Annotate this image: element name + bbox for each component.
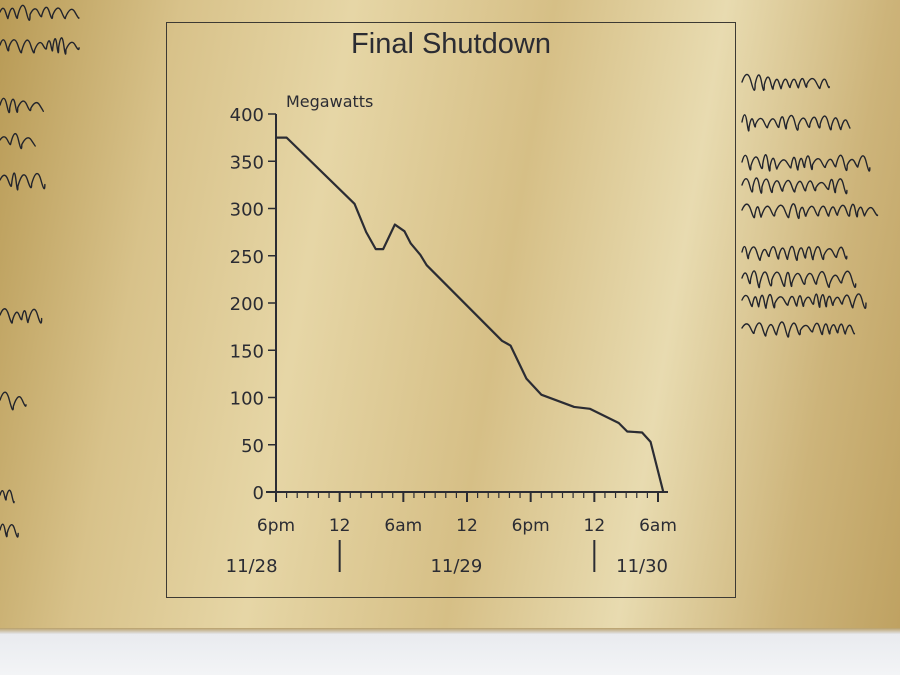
x-tick-label: 12 bbox=[584, 516, 606, 536]
signature bbox=[741, 293, 867, 309]
signatures-right bbox=[741, 73, 879, 338]
data-point bbox=[509, 344, 512, 347]
data-point bbox=[649, 441, 652, 443]
signature bbox=[0, 172, 46, 191]
signature bbox=[741, 73, 830, 91]
data-point bbox=[626, 430, 629, 433]
background-surface bbox=[0, 634, 900, 675]
signature bbox=[741, 270, 857, 289]
signatures-left bbox=[0, 4, 80, 538]
x-tick-label: 6pm bbox=[257, 516, 295, 536]
x-tick-label: 12 bbox=[456, 516, 478, 536]
signature bbox=[741, 245, 848, 261]
y-tick-label: 400 bbox=[230, 105, 264, 126]
y-tick-label: 0 bbox=[253, 483, 264, 504]
chart-panel bbox=[166, 22, 736, 598]
signature bbox=[0, 37, 80, 55]
y-tick-label: 250 bbox=[230, 247, 264, 268]
data-point bbox=[275, 136, 277, 139]
plaque-edge bbox=[0, 628, 900, 634]
signature bbox=[741, 321, 856, 338]
signature bbox=[741, 177, 848, 195]
signature bbox=[741, 154, 871, 172]
data-point bbox=[589, 408, 591, 410]
chart-title: Final Shutdown bbox=[351, 28, 551, 60]
date-label: 11/29 bbox=[430, 556, 482, 577]
x-tick-label: 6am bbox=[384, 516, 422, 536]
data-point bbox=[540, 393, 543, 396]
data-point bbox=[353, 202, 356, 205]
data-point bbox=[409, 242, 412, 245]
signature bbox=[0, 97, 45, 114]
signature bbox=[0, 523, 19, 538]
x-tick-label: 12 bbox=[329, 516, 351, 536]
data-point bbox=[662, 491, 665, 493]
signature bbox=[741, 203, 879, 220]
date-label: 11/30 bbox=[616, 556, 668, 577]
data-point bbox=[382, 248, 384, 250]
x-tick-label: 6pm bbox=[512, 516, 550, 536]
data-point bbox=[419, 254, 422, 256]
signature bbox=[0, 133, 36, 150]
data-point bbox=[374, 248, 377, 250]
signature bbox=[0, 489, 15, 504]
y-tick-label: 300 bbox=[230, 200, 264, 221]
series-line bbox=[276, 136, 665, 493]
x-tick-label: 6am bbox=[639, 516, 677, 536]
data-point bbox=[641, 431, 643, 434]
y-tick-label: 100 bbox=[230, 389, 264, 410]
date-label: 11/28 bbox=[226, 556, 278, 577]
data-point bbox=[501, 340, 503, 342]
signature bbox=[0, 391, 27, 411]
signature bbox=[741, 114, 851, 132]
data-point bbox=[285, 136, 288, 139]
signature bbox=[0, 308, 43, 324]
y-tick-label: 50 bbox=[241, 436, 264, 457]
signature bbox=[0, 4, 80, 21]
y-tick-label: 150 bbox=[230, 341, 264, 362]
data-point bbox=[525, 377, 528, 380]
y-axis-label: Megawatts bbox=[286, 92, 373, 111]
y-tick-label: 200 bbox=[230, 294, 264, 315]
data-point bbox=[617, 422, 620, 424]
y-tick-label: 350 bbox=[230, 152, 264, 173]
data-point bbox=[365, 231, 367, 233]
data-point bbox=[403, 230, 406, 232]
data-point bbox=[573, 406, 575, 408]
data-point bbox=[425, 264, 428, 267]
memorial-plaque bbox=[0, 0, 900, 628]
data-point bbox=[394, 223, 396, 226]
